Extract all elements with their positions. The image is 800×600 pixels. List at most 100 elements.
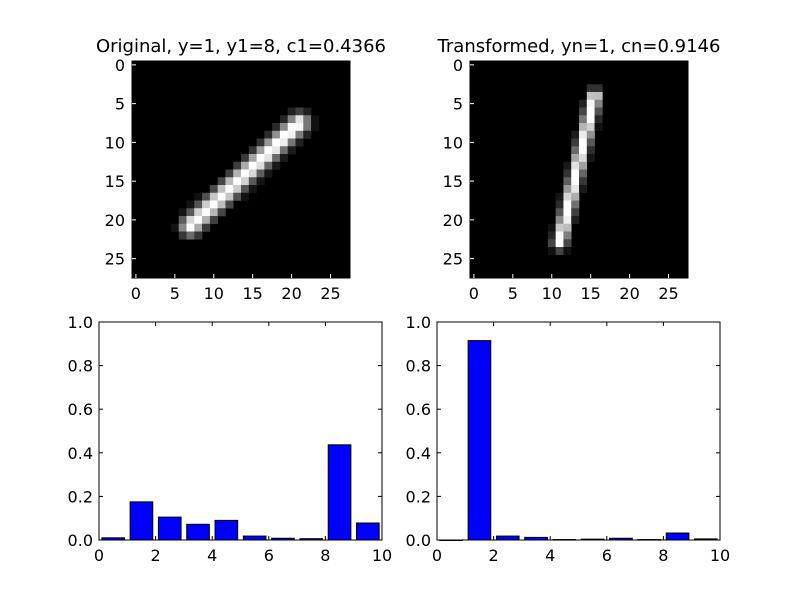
bar [186,523,210,541]
y-tick-label: 25 [105,250,125,269]
image-pixel [555,200,564,209]
image-pixel [186,208,195,217]
y-tick-label: 1.0 [68,313,93,332]
image-frame [469,60,689,279]
image-pixel [279,115,289,124]
image-pixel [563,161,572,170]
image-pixel [272,146,281,155]
x-tick-label: 6 [264,546,274,565]
image-pixel [579,130,588,139]
image-pixel [233,161,242,170]
image-pixel [594,92,603,101]
y-tick-label: 10 [443,133,463,152]
image-pixel [186,223,195,232]
image-pixel [225,169,234,178]
image-pixel [264,161,273,170]
bar [214,519,239,541]
image-pixel [194,216,203,225]
image-pixel [248,146,257,155]
y-tick-label: 0.2 [406,487,431,506]
image-pixel [311,123,320,132]
image-pixel [586,115,595,124]
image-pixel [264,154,273,163]
image-pixel [217,185,226,194]
y-tick-label: 0.4 [68,444,93,463]
image-pixel [256,169,265,178]
image-pixel [241,192,250,201]
image-pixel [579,177,588,186]
image-pixel [202,192,211,201]
image-pixel [586,84,595,93]
image-pixel [264,138,273,147]
transformed-image-panel: Transformed, yn=1, cn=0.9146 0 5 10 15 20 25 0… [437,36,721,303]
y-tick-label: 25 [443,250,463,269]
image-pixel [209,192,218,201]
image-pixel [563,185,572,194]
image-pixel [579,154,588,163]
y-tick-label: 0.8 [406,357,431,376]
image-pixel [233,169,242,178]
x-tick-label: 0 [94,546,104,565]
bar [665,532,690,541]
image-pixel [295,107,304,116]
image-pixel [287,107,296,116]
image-pixel [256,154,265,163]
image-pixel [563,247,572,256]
image-pixel [217,200,226,209]
image-pixel [256,146,265,155]
image-pixel [287,115,296,124]
transformed-probability-bar-chart: 0 2 4 6 8 10 0.0 0.2 0.4 0.6 0.8 1.0 [406,313,731,565]
image-pixel [279,138,289,147]
image-pixel [579,123,588,132]
image-pixel [563,200,572,209]
image-pixel [579,146,588,155]
image-pixel [217,177,226,186]
image-pixel [571,177,580,186]
x-tick-label: 25 [320,284,340,303]
image-pixel [225,200,234,209]
y-tick-label: 0.2 [68,487,93,506]
x-tick-label: 4 [545,546,555,565]
y-tick-label: 0.8 [68,357,93,376]
image-pixel [209,200,218,209]
image-pixel [571,192,580,201]
image-pixel [194,208,203,217]
image-pixel [563,169,572,178]
image-pixel [287,138,296,147]
image-pixel [594,107,603,116]
y-tick-label: 5 [453,95,463,114]
original-title: Original, y=1, y1=8, c1=0.4366 [96,36,386,57]
image-pixel [563,192,572,201]
image-pixel [279,146,289,155]
image-pixel [571,208,580,217]
image-pixel [586,92,595,101]
x-tick-label: 20 [619,284,639,303]
image-pixel [248,177,257,186]
image-pixel [579,99,588,108]
image-pixel [295,138,304,147]
image-pixel [586,107,595,116]
image-pixel [303,130,312,139]
image-pixel [233,185,242,194]
image-pixel [264,146,273,155]
image-pixel [233,192,242,201]
image-pixel [272,154,281,163]
y-tick-label: 0.0 [406,531,431,550]
y-tick-label: 5 [115,95,125,114]
x-tick-label: 25 [658,284,678,303]
image-pixel [287,123,296,132]
image-pixel [225,192,234,201]
x-tick-label: 0 [131,284,141,303]
y-tick-label: 15 [105,172,125,191]
y-tick-label: 15 [443,172,463,191]
y-tick-label: 0.6 [406,400,431,419]
y-tick-label: 0.0 [68,531,93,550]
image-pixel [225,185,234,194]
image-pixel [248,185,257,194]
x-tick-label: 8 [320,546,330,565]
image-pixel [178,223,187,232]
image-pixel [202,200,211,209]
image-pixel [579,169,588,178]
x-tick-label: 5 [508,284,518,303]
image-pixel [241,177,250,186]
